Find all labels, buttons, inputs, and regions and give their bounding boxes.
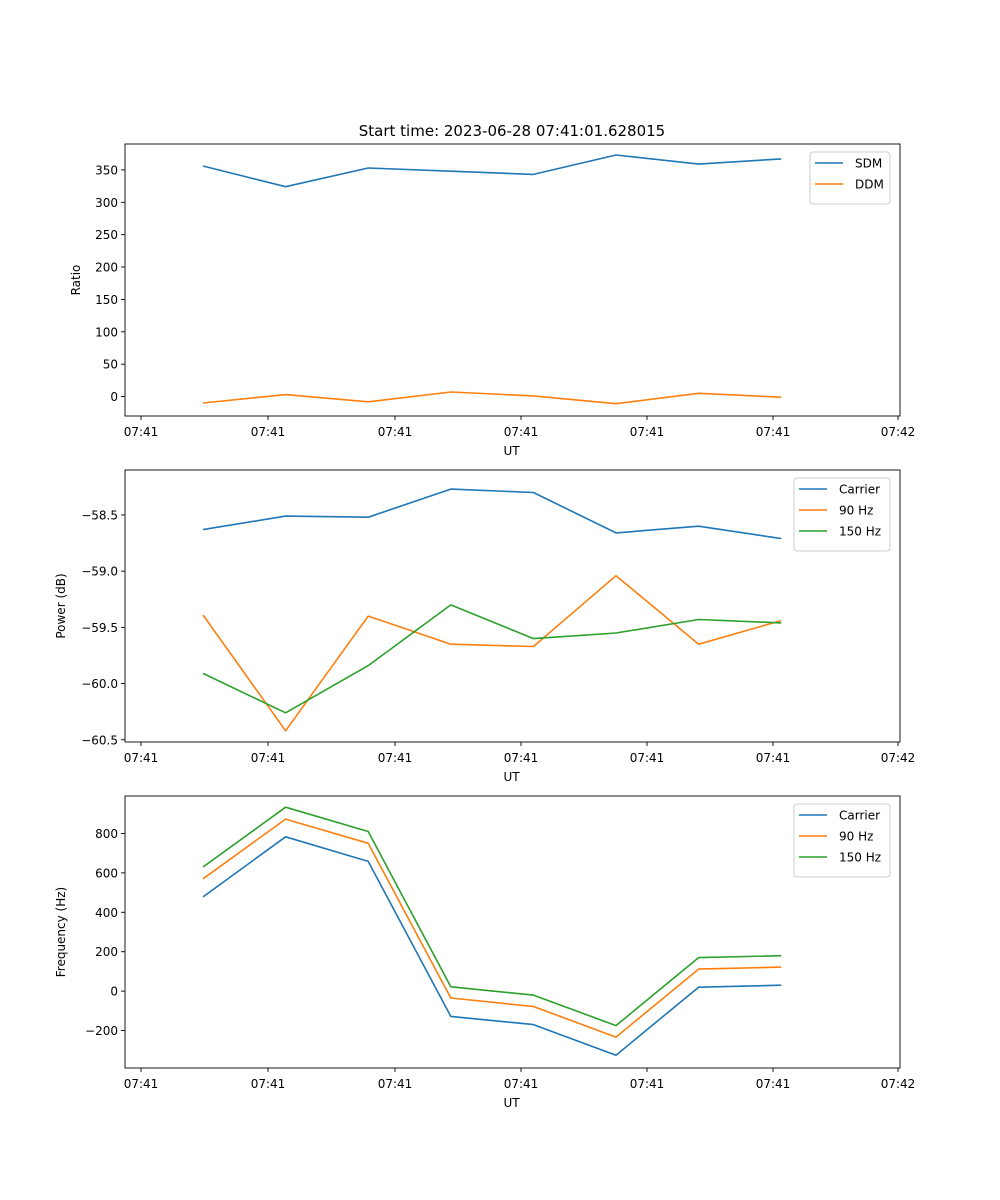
ratio-axes-frame: [124, 143, 901, 417]
power-y-axis-label: Power (dB): [54, 573, 68, 638]
figure-title: Start time: 2023-06-28 07:41:01.628015: [359, 122, 665, 140]
ratio-legend-frame: [809, 151, 891, 205]
ratio-panel: 07:41 07:41 07:41 07:41 07:41 07:41 07:42 0 50 10…: [69, 143, 916, 458]
frequency-y-tick-label: 200: [95, 945, 118, 959]
ratio-x-tick-label: 07:41: [756, 425, 791, 439]
frequency-legend-label: Carrier: [839, 809, 880, 823]
ratio-legend-label: DDM: [855, 178, 884, 192]
ratio-y-axis-label: Ratio: [69, 265, 83, 296]
frequency-legend-label: 150 Hz: [839, 851, 881, 865]
ratio-x-axis-label: UT: [503, 444, 520, 458]
ratio-y-tick-label: 100: [95, 325, 118, 339]
ratio-y-tick-label: 150: [95, 293, 118, 307]
power-series-carrier: [202, 488, 782, 540]
frequency-x-axis-label: UT: [503, 1096, 520, 1110]
frequency-y-tick-label: 800: [95, 827, 118, 841]
power-y-tick-label: −59.0: [81, 565, 118, 579]
power-legend-label: 150 Hz: [839, 525, 881, 539]
frequency-y-tick-label: 400: [95, 906, 118, 920]
ratio-legend-label: SDM: [855, 157, 882, 171]
frequency-x-tick-label: 07:42: [881, 1077, 916, 1091]
power-axes-frame: [124, 469, 901, 743]
ratio-x-tick-label: 07:41: [630, 425, 665, 439]
frequency-panel: 07:41 07:41 07:41 07:41 07:41 07:41 07:42 800 60…: [54, 795, 916, 1110]
ratio-y-tick-label: 50: [103, 358, 118, 372]
frequency-x-tick-label: 07:41: [251, 1077, 286, 1091]
power-legend-label: Carrier: [839, 483, 880, 497]
power-panel: 07:41 07:41 07:41 07:41 07:41 07:41 07:42 −58.5…: [54, 469, 916, 784]
ratio-series-sdm: [202, 154, 782, 188]
ratio-x-tick-label: 07:41: [378, 425, 413, 439]
frequency-x-tick-label: 07:41: [504, 1077, 539, 1091]
frequency-y-tick-label: 600: [95, 866, 118, 880]
power-x-tick-label: 07:41: [504, 751, 539, 765]
ratio-series-ddm: [202, 391, 782, 405]
frequency-y-tick-label: −200: [85, 1024, 118, 1038]
ratio-legend: SDM DDM: [809, 151, 891, 205]
power-y-tick-label: −60.5: [81, 733, 118, 747]
ratio-y-tick-label: 300: [95, 196, 118, 210]
frequency-series-90-hz: [202, 818, 782, 1038]
frequency-axes-frame: [124, 795, 901, 1069]
power-x-tick-label: 07:41: [756, 751, 791, 765]
power-y-tick-label: −58.5: [81, 508, 118, 522]
frequency-y-tick-label: 0: [110, 985, 118, 999]
power-x-axis-label: UT: [503, 770, 520, 784]
frequency-series-150-hz: [202, 806, 782, 1027]
power-legend-frame: [793, 477, 891, 552]
ratio-x-tick-label: 07:41: [251, 425, 286, 439]
power-series-90-hz: [202, 574, 782, 732]
ratio-y-tick-label: 250: [95, 228, 118, 242]
power-legend: Carrier 90 Hz 150 Hz: [793, 477, 891, 552]
power-y-tick-label: −60.0: [81, 677, 118, 691]
ratio-y-tick-label: 200: [95, 261, 118, 275]
power-x-tick-label: 07:42: [881, 751, 916, 765]
power-x-tick-label: 07:41: [124, 751, 159, 765]
frequency-legend: Carrier 90 Hz 150 Hz: [793, 803, 891, 878]
power-x-tick-label: 07:41: [251, 751, 286, 765]
frequency-legend-frame: [793, 803, 891, 878]
power-x-tick-label: 07:41: [630, 751, 665, 765]
frequency-x-tick-label: 07:41: [124, 1077, 159, 1091]
frequency-series-carrier: [202, 835, 782, 1056]
ratio-x-tick-label: 07:42: [881, 425, 916, 439]
frequency-y-axis-label: Frequency (Hz): [54, 887, 68, 978]
frequency-legend-label: 90 Hz: [839, 830, 873, 844]
power-series-150-hz: [202, 604, 782, 714]
ratio-y-tick-label: 350: [95, 163, 118, 177]
power-y-tick-label: −59.5: [81, 621, 118, 635]
ratio-y-tick-label: 0: [110, 390, 118, 404]
power-x-tick-label: 07:41: [378, 751, 413, 765]
power-legend-label: 90 Hz: [839, 504, 873, 518]
frequency-x-tick-label: 07:41: [630, 1077, 665, 1091]
frequency-x-tick-label: 07:41: [756, 1077, 791, 1091]
ratio-x-tick-label: 07:41: [124, 425, 159, 439]
frequency-x-tick-label: 07:41: [378, 1077, 413, 1091]
ratio-x-tick-label: 07:41: [504, 425, 539, 439]
